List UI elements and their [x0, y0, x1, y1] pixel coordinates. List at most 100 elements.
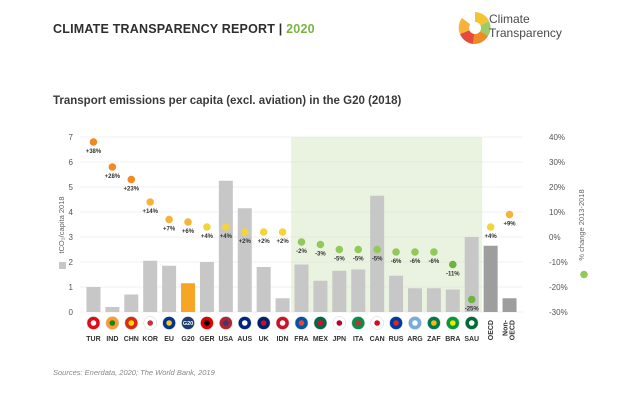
circle-icon-ru [389, 316, 403, 330]
category-label: USA [218, 336, 233, 343]
y-tick-label: 1 [69, 283, 74, 292]
change-dot [222, 223, 230, 231]
report-year: 2020 [286, 22, 315, 36]
change-dot [449, 260, 457, 269]
change-label: +9% [503, 222, 516, 228]
bar-idn [275, 298, 290, 312]
flag-emblem [374, 320, 380, 326]
circle-icon-us [219, 316, 233, 330]
bar-bra [445, 289, 460, 312]
change-label: -6% [410, 259, 421, 265]
category-label: ITA [353, 336, 364, 343]
bar-g20 [181, 283, 196, 312]
change-dot [108, 163, 117, 171]
y2-tick-label: -10% [549, 258, 568, 267]
change-label: +14% [142, 209, 158, 215]
bar-can [370, 195, 385, 312]
change-dot [240, 228, 249, 236]
change-dot [146, 198, 154, 206]
circle-icon-za [427, 316, 441, 330]
change-label: +23% [124, 187, 140, 193]
circle-icon-tr [86, 316, 101, 330]
change-label: +2% [276, 239, 289, 245]
y-tick-label: 7 [69, 133, 74, 142]
change-dot [411, 248, 419, 256]
y2-tick-label: 0% [549, 233, 561, 242]
change-label: +38% [86, 149, 102, 155]
flag-emblem [468, 320, 475, 326]
change-dot [259, 228, 268, 236]
category-label: IDN [277, 336, 289, 343]
flag-emblem [317, 320, 324, 326]
change-label: +4% [201, 234, 214, 240]
circle-icon-sa [464, 316, 479, 330]
category-label: CHN [124, 336, 139, 343]
bar-rus [389, 275, 404, 312]
y-tick-label: 0 [69, 308, 74, 317]
y2-tick-label: -30% [549, 308, 568, 317]
flag-emblem [336, 320, 343, 326]
circle-icon-in [105, 316, 120, 330]
bar-mex [313, 280, 328, 312]
category-label: ARG [407, 336, 423, 343]
change-label: -2% [296, 249, 307, 255]
bar-sau [464, 237, 479, 312]
bar-jpn [332, 270, 347, 312]
flag-emblem [109, 320, 116, 326]
y-tick-label: 2 [69, 258, 74, 267]
bar-fra [294, 264, 309, 312]
y2-tick-label: 20% [549, 183, 565, 192]
flag-emblem [128, 320, 135, 326]
change-dot [486, 223, 495, 231]
circle-icon-de [200, 316, 214, 330]
change-label: -25% [465, 307, 480, 313]
change-label: +28% [105, 174, 121, 180]
change-label: +2% [239, 239, 252, 245]
legend-bar-swatch [59, 262, 66, 269]
category-label: IND [106, 336, 118, 343]
report-title: CLIMATE TRANSPARENCY REPORT | 2020 [53, 22, 315, 36]
change-dot [505, 210, 514, 219]
flag-text: G20 [183, 321, 193, 327]
flag-emblem [241, 320, 248, 326]
bar-eu [162, 265, 177, 312]
category-label: KOR [142, 336, 158, 343]
circle-icon-fr [294, 316, 309, 330]
circle-icon-id [275, 316, 290, 330]
source-note: Sources: Enerdata, 2020; The World Bank,… [53, 368, 215, 377]
category-label: TUR [86, 336, 100, 343]
change-label: -5% [372, 257, 383, 263]
flag-emblem [147, 320, 153, 326]
change-dot [354, 245, 363, 254]
flag-emblem [450, 320, 456, 326]
circle-icon-br [446, 316, 460, 330]
change-label: -6% [429, 259, 440, 265]
category-label: JPN [333, 336, 347, 343]
y-tick-label: 4 [69, 208, 74, 217]
bar-aus [237, 208, 252, 312]
change-dot [430, 248, 438, 256]
category-label: UK [259, 336, 269, 343]
category-label: RUS [389, 336, 404, 343]
category-label: AUS [237, 336, 252, 343]
category-label: GER [199, 336, 214, 343]
change-label: +4% [220, 234, 233, 240]
y-tick-label: 6 [69, 158, 74, 167]
flag-emblem [393, 320, 399, 326]
change-label: -6% [391, 259, 402, 265]
change-label: -5% [353, 257, 364, 263]
change-label: +7% [163, 227, 176, 233]
change-dot [373, 245, 381, 254]
bar-oecd [483, 245, 498, 312]
climate-transparency-logo-icon [458, 12, 491, 45]
circle-icon-jp [332, 316, 347, 330]
change-dot [278, 228, 287, 236]
flag-bg [181, 316, 195, 330]
y2-tick-label: -20% [549, 283, 568, 292]
category-label: G20 [181, 336, 194, 343]
category-label: BRA [445, 336, 460, 343]
circle-icon-au [238, 316, 252, 330]
bar-kor [143, 260, 158, 312]
change-label: -3% [315, 252, 326, 258]
extra-marker-dot [580, 270, 588, 279]
